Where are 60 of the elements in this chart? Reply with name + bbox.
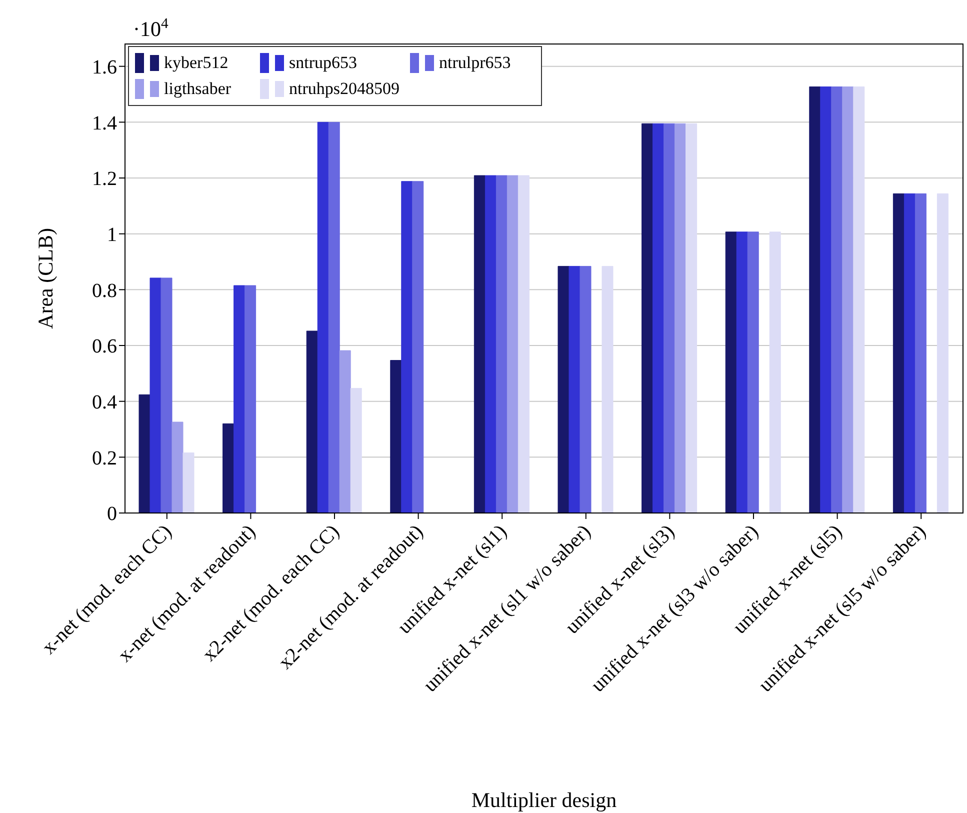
bar — [820, 86, 832, 513]
bar — [831, 86, 843, 513]
y-tick-label: 0.4 — [92, 391, 117, 414]
bar — [892, 193, 904, 513]
bar — [506, 175, 518, 513]
bar — [904, 193, 916, 513]
bar — [244, 285, 256, 513]
bar — [317, 122, 329, 513]
bar — [339, 350, 351, 513]
bar — [328, 122, 340, 513]
bar — [401, 181, 413, 513]
bar — [914, 193, 926, 513]
bar — [686, 123, 698, 513]
bar — [664, 123, 676, 513]
bar — [150, 278, 162, 513]
bar — [182, 452, 194, 513]
y-tick-label: 1 — [107, 224, 117, 246]
bar — [747, 232, 759, 513]
y-tick-label: 1.6 — [92, 56, 117, 78]
legend-label: ntrulpr653 — [439, 53, 511, 73]
bar — [350, 388, 362, 513]
bar — [518, 175, 530, 513]
bar — [138, 394, 150, 513]
bar — [652, 123, 664, 513]
bar — [580, 266, 592, 513]
bar — [484, 175, 496, 513]
y-tick-label: 0.8 — [92, 280, 117, 302]
bar — [222, 423, 234, 513]
legend-label: ligthsaber — [164, 79, 232, 99]
bar — [306, 330, 318, 513]
bar — [936, 193, 948, 513]
bar — [842, 86, 854, 513]
bar — [390, 360, 402, 513]
bar — [853, 86, 865, 513]
text: ·10$^{4}$ — [133, 16, 169, 41]
bar — [568, 266, 580, 513]
legend-label: kyber512 — [164, 53, 228, 73]
y-tick-label: 1.4 — [92, 112, 117, 134]
bar — [234, 285, 246, 513]
bar — [412, 181, 424, 513]
bar — [736, 232, 748, 513]
bar — [558, 266, 570, 513]
legend-label: ntruhps2048509 — [289, 79, 400, 99]
bar — [474, 175, 486, 513]
bar — [674, 123, 686, 513]
bar — [642, 123, 654, 513]
y-tick-label: 0.6 — [92, 336, 117, 358]
legend-label: sntrup653 — [289, 53, 357, 73]
y-tick-label: 1.2 — [92, 168, 117, 190]
y-tick-label: 0 — [107, 503, 117, 526]
bar — [725, 232, 737, 513]
bar — [809, 86, 821, 513]
bar — [602, 266, 614, 513]
x-axis-title: Multiplier design — [471, 788, 618, 812]
bar — [172, 422, 184, 513]
bar — [160, 278, 172, 513]
y-tick-label: 0.2 — [92, 447, 117, 470]
bar — [496, 175, 508, 513]
bar — [769, 232, 781, 513]
y-axis-title: Area (CLB) — [33, 228, 58, 329]
